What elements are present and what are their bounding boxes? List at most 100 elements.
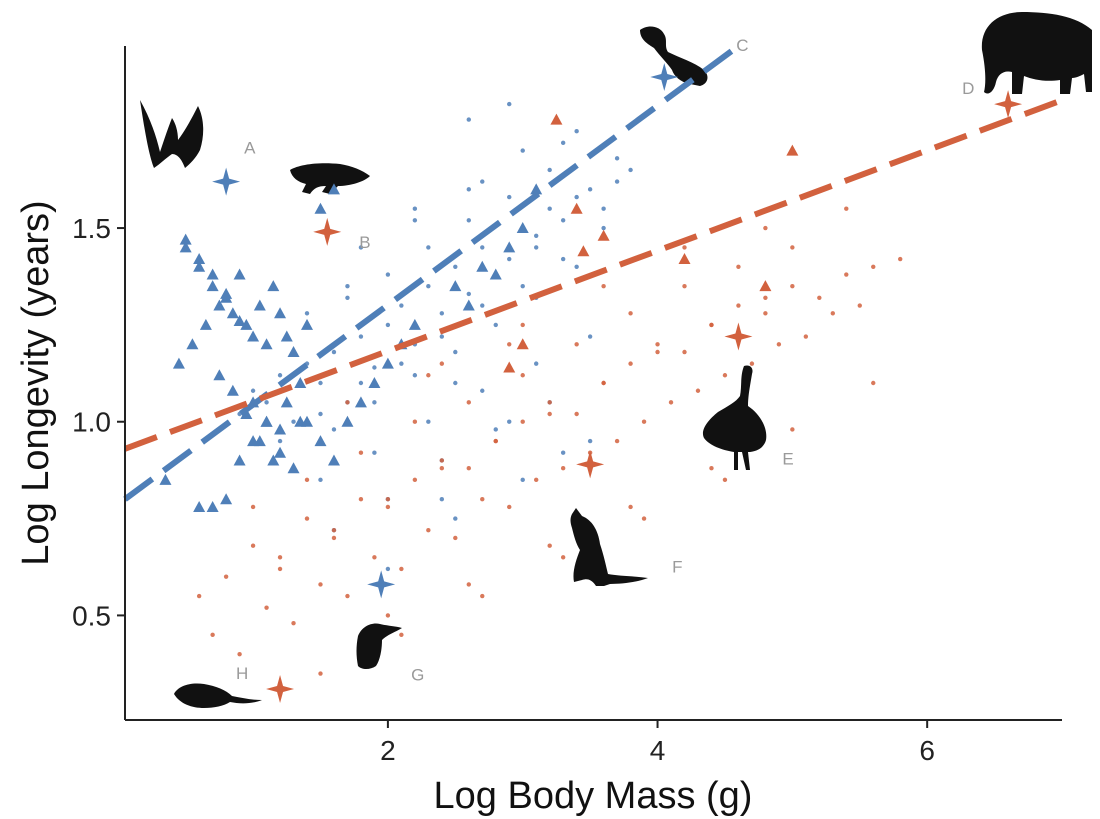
species-label-H: H <box>236 664 248 683</box>
penguin-icon <box>356 623 402 669</box>
triangle-point-2-34 <box>280 396 293 408</box>
dot-point-0-34 <box>439 334 445 339</box>
dot-point-0-64 <box>493 427 498 432</box>
dot-point-1-67 <box>493 438 498 444</box>
dot-point-0-84 <box>453 380 458 386</box>
kangaroo-icon <box>570 508 648 586</box>
dot-point-0-58 <box>480 388 485 393</box>
dot-point-0-68 <box>466 187 471 192</box>
y-tick-label-1.5: 1.5 <box>72 213 111 244</box>
species-marker-A <box>212 167 241 196</box>
species-label-E: E <box>782 450 793 469</box>
dot-point-1-87 <box>520 322 525 328</box>
triangle-point-2-30 <box>226 384 239 396</box>
dot-point-0-49 <box>385 272 391 277</box>
dot-point-1-47 <box>614 438 620 444</box>
triangle-point-2-58 <box>489 268 502 280</box>
triangle-point-2-22 <box>233 315 246 327</box>
triangle-point-3-5 <box>503 361 516 373</box>
triangle-point-2-37 <box>206 500 219 512</box>
elephant-icon <box>981 12 1092 94</box>
dot-point-1-6 <box>358 497 364 502</box>
dot-point-0-23 <box>547 206 552 211</box>
dot-point-0-40 <box>331 427 337 432</box>
triangle-point-2-2 <box>193 260 206 272</box>
species-marker-B <box>313 217 342 246</box>
dot-point-0-86 <box>560 450 566 455</box>
dot-point-1-69 <box>601 380 606 386</box>
highlighted-species: A B C D E F G H <box>212 36 1023 704</box>
dot-point-0-74 <box>587 438 593 444</box>
dot-point-1-37 <box>749 361 755 366</box>
dot-point-1-59 <box>628 311 633 316</box>
triangle-point-2-59 <box>503 241 516 253</box>
triangle-point-2-9 <box>247 330 260 342</box>
dot-point-1-88 <box>601 283 606 289</box>
triangle-point-2-16 <box>294 377 307 388</box>
dot-point-0-46 <box>574 264 579 269</box>
triangle-point-2-46 <box>327 454 340 466</box>
species-marker-H <box>266 675 295 704</box>
dot-point-0-16 <box>453 264 458 269</box>
dot-point-1-39 <box>857 303 862 308</box>
dot-point-0-66 <box>358 245 364 250</box>
triangle-point-2-25 <box>274 423 287 435</box>
dot-point-0-18 <box>480 245 485 250</box>
dot-point-1-85 <box>722 477 728 483</box>
dot-point-0-69 <box>520 148 525 153</box>
dot-point-1-89 <box>682 245 687 250</box>
dot-point-0-29 <box>628 167 633 173</box>
dot-point-1-12 <box>520 419 525 424</box>
dot-point-1-45 <box>507 504 512 510</box>
dot-point-0-55 <box>318 477 323 483</box>
dot-point-0-50 <box>426 245 431 250</box>
triangle-point-2-54 <box>327 183 340 195</box>
dot-point-0-11 <box>385 322 391 328</box>
dot-point-0-36 <box>520 283 525 289</box>
dot-point-1-28 <box>264 605 269 610</box>
triangle-point-2-44 <box>301 415 314 427</box>
dot-point-0-28 <box>614 179 620 184</box>
dot-point-1-16 <box>628 361 633 366</box>
dot-point-1-44 <box>453 535 458 541</box>
dot-point-0-77 <box>560 140 566 146</box>
dot-point-1-62 <box>790 245 795 250</box>
dot-point-0-4 <box>291 419 296 424</box>
triangle-point-2-15 <box>287 346 300 358</box>
triangle-point-2-1 <box>179 233 192 245</box>
triangle-point-2-50 <box>381 357 394 369</box>
dot-point-0-78 <box>614 156 620 161</box>
x-tick-label-4: 4 <box>650 735 666 766</box>
triangle-point-2-17 <box>301 318 314 330</box>
dot-point-0-59 <box>534 361 539 366</box>
dot-point-0-79 <box>412 206 418 211</box>
triangle-point-3-7 <box>786 144 799 156</box>
dot-point-1-13 <box>547 400 552 405</box>
triangle-point-2-7 <box>233 268 246 280</box>
dot-point-1-72 <box>763 295 768 300</box>
dot-point-0-87 <box>439 497 445 502</box>
dot-point-1-21 <box>763 311 768 316</box>
triangle-point-3-2 <box>597 229 610 241</box>
triangle-point-2-55 <box>449 280 462 292</box>
triangle-point-3-0 <box>550 113 563 125</box>
species-marker-F <box>576 450 605 479</box>
dot-point-0-20 <box>507 256 512 262</box>
dot-point-1-26 <box>898 256 903 262</box>
dot-point-1-27 <box>210 632 215 637</box>
dot-point-1-76 <box>628 504 633 510</box>
y-tick-label-1: 1.0 <box>72 407 111 438</box>
dot-point-0-67 <box>412 218 418 223</box>
dot-point-0-42 <box>412 373 418 378</box>
dot-point-1-20 <box>736 303 741 308</box>
dot-point-1-24 <box>844 272 849 277</box>
dot-point-1-36 <box>695 388 701 393</box>
triangle-point-2-11 <box>260 338 273 350</box>
triangle-point-2-18 <box>179 241 192 253</box>
x-tick-label-6: 6 <box>919 735 935 766</box>
dot-point-1-66 <box>439 466 445 471</box>
dot-point-0-3 <box>277 373 283 378</box>
dot-point-1-23 <box>817 295 822 300</box>
triangle-point-2-53 <box>314 202 327 214</box>
